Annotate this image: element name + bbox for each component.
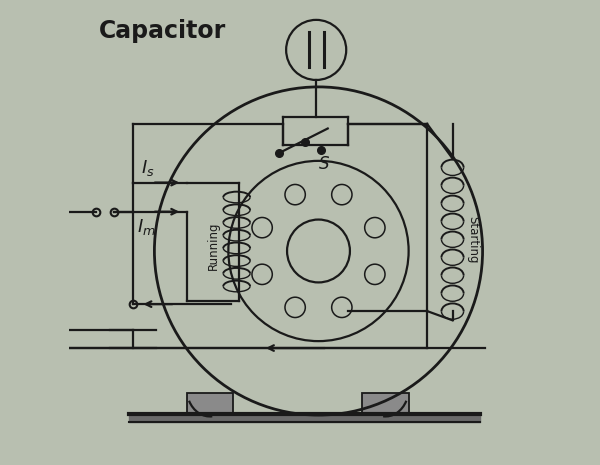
FancyBboxPatch shape: [362, 393, 409, 414]
FancyBboxPatch shape: [187, 393, 233, 414]
Text: $I_m$: $I_m$: [137, 217, 156, 237]
Text: Running: Running: [206, 221, 220, 270]
Text: Starting: Starting: [466, 216, 479, 263]
Text: $S$: $S$: [319, 156, 331, 173]
Text: Capacitor: Capacitor: [99, 20, 226, 43]
Text: $I_s$: $I_s$: [140, 158, 154, 178]
